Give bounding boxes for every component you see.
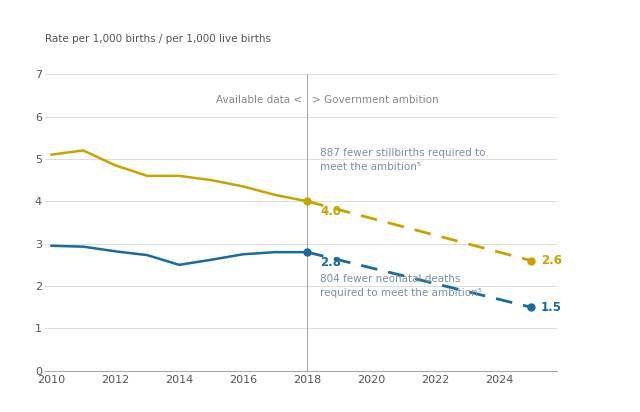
Text: 2.8: 2.8 (320, 255, 341, 269)
Text: 887 fewer stillbirths required to
meet the ambition⁵: 887 fewer stillbirths required to meet t… (320, 148, 486, 172)
Text: Rate per 1,000 births / per 1,000 live births: Rate per 1,000 births / per 1,000 live b… (45, 35, 271, 44)
Text: 2.6: 2.6 (541, 254, 562, 267)
Text: > Government ambition: > Government ambition (312, 95, 438, 105)
Text: 4.0: 4.0 (320, 205, 341, 218)
Text: 804 fewer neonatal deaths
required to meet the ambition⁵: 804 fewer neonatal deaths required to me… (320, 274, 482, 298)
Text: 1.5: 1.5 (541, 301, 562, 314)
Text: Available data <: Available data < (216, 95, 303, 105)
Legend: Neonatal, Stillbirth: Neonatal, Stillbirth (51, 0, 246, 5)
